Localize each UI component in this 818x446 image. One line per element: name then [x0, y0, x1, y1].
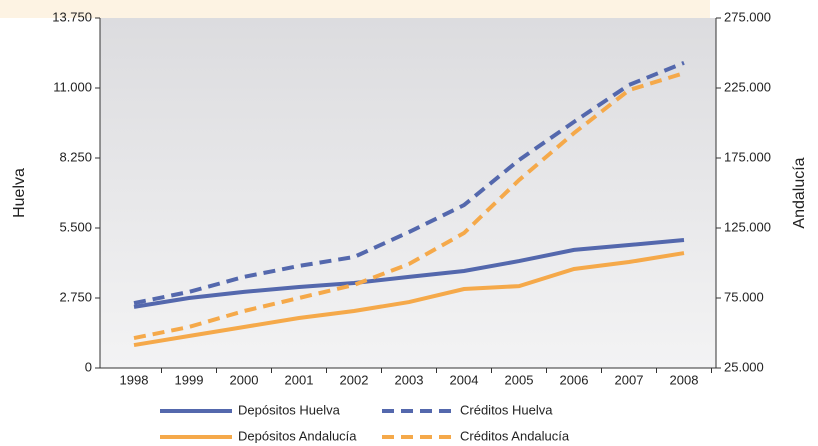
- series-line: [133, 251, 685, 348]
- y-tick-label: 2.750: [59, 289, 92, 304]
- y2-tick-label: 75.000: [724, 289, 764, 304]
- x-tick-label: 1998: [120, 372, 149, 387]
- x-tick-label: 2003: [395, 372, 424, 387]
- series-line: [133, 60, 685, 306]
- y2-tick-label: 125.000: [724, 219, 771, 234]
- y2-tick-label: 25.000: [724, 359, 764, 374]
- y-tick-label: 11.000: [53, 79, 92, 94]
- y2-tick-label: 225.000: [724, 79, 771, 94]
- x-tick-label: 2001: [285, 372, 314, 387]
- y-tick-label: 13.750: [52, 9, 92, 24]
- series-line: [133, 71, 685, 341]
- y2-tick-label: 175.000: [724, 149, 771, 164]
- legend-label: Créditos Huelva: [460, 402, 553, 417]
- x-tick-label: 2006: [560, 372, 589, 387]
- y-tick-label: 5.500: [59, 219, 92, 234]
- x-tick-label: 2007: [615, 372, 644, 387]
- x-tick-label: 2002: [340, 372, 369, 387]
- x-tick-label: 2004: [450, 372, 479, 387]
- top-band: [0, 0, 710, 18]
- series-line: [133, 237, 685, 309]
- y-tick-label: 0: [85, 359, 92, 374]
- y2-axis-title: Andalucía: [791, 157, 808, 228]
- y-axis-title: Huelva: [11, 168, 28, 218]
- x-tick-label: 2005: [505, 372, 534, 387]
- legend-label: Depósitos Huelva: [238, 402, 341, 417]
- plot-area: [100, 18, 716, 368]
- x-tick-label: 2000: [230, 372, 259, 387]
- legend-label: Depósitos Andalucía: [238, 428, 357, 443]
- x-tick-label: 2008: [670, 372, 699, 387]
- legend-label: Créditos Andalucía: [460, 428, 570, 443]
- x-tick-label: 1999: [175, 372, 204, 387]
- y-tick-label: 8.250: [59, 149, 92, 164]
- y2-tick-label: 275.000: [724, 9, 771, 24]
